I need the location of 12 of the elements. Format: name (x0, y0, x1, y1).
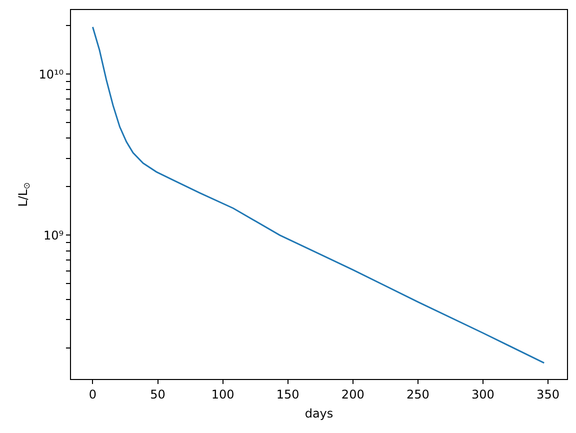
y-tick-label: 10⁹ (44, 228, 64, 242)
x-tick-label: 0 (88, 387, 97, 402)
x-tick-label: 250 (406, 387, 430, 402)
x-tick-label: 100 (211, 387, 234, 402)
y-tick-label: 10¹⁰ (38, 67, 64, 82)
x-tick-label: 350 (536, 387, 560, 402)
x-tick-label: 150 (276, 387, 300, 402)
x-tick-label: 200 (341, 387, 364, 402)
x-tick-label: 300 (472, 387, 494, 402)
x-axis-title: days (304, 406, 334, 420)
line-series (92, 26, 545, 364)
x-tick-label: 50 (150, 387, 166, 402)
